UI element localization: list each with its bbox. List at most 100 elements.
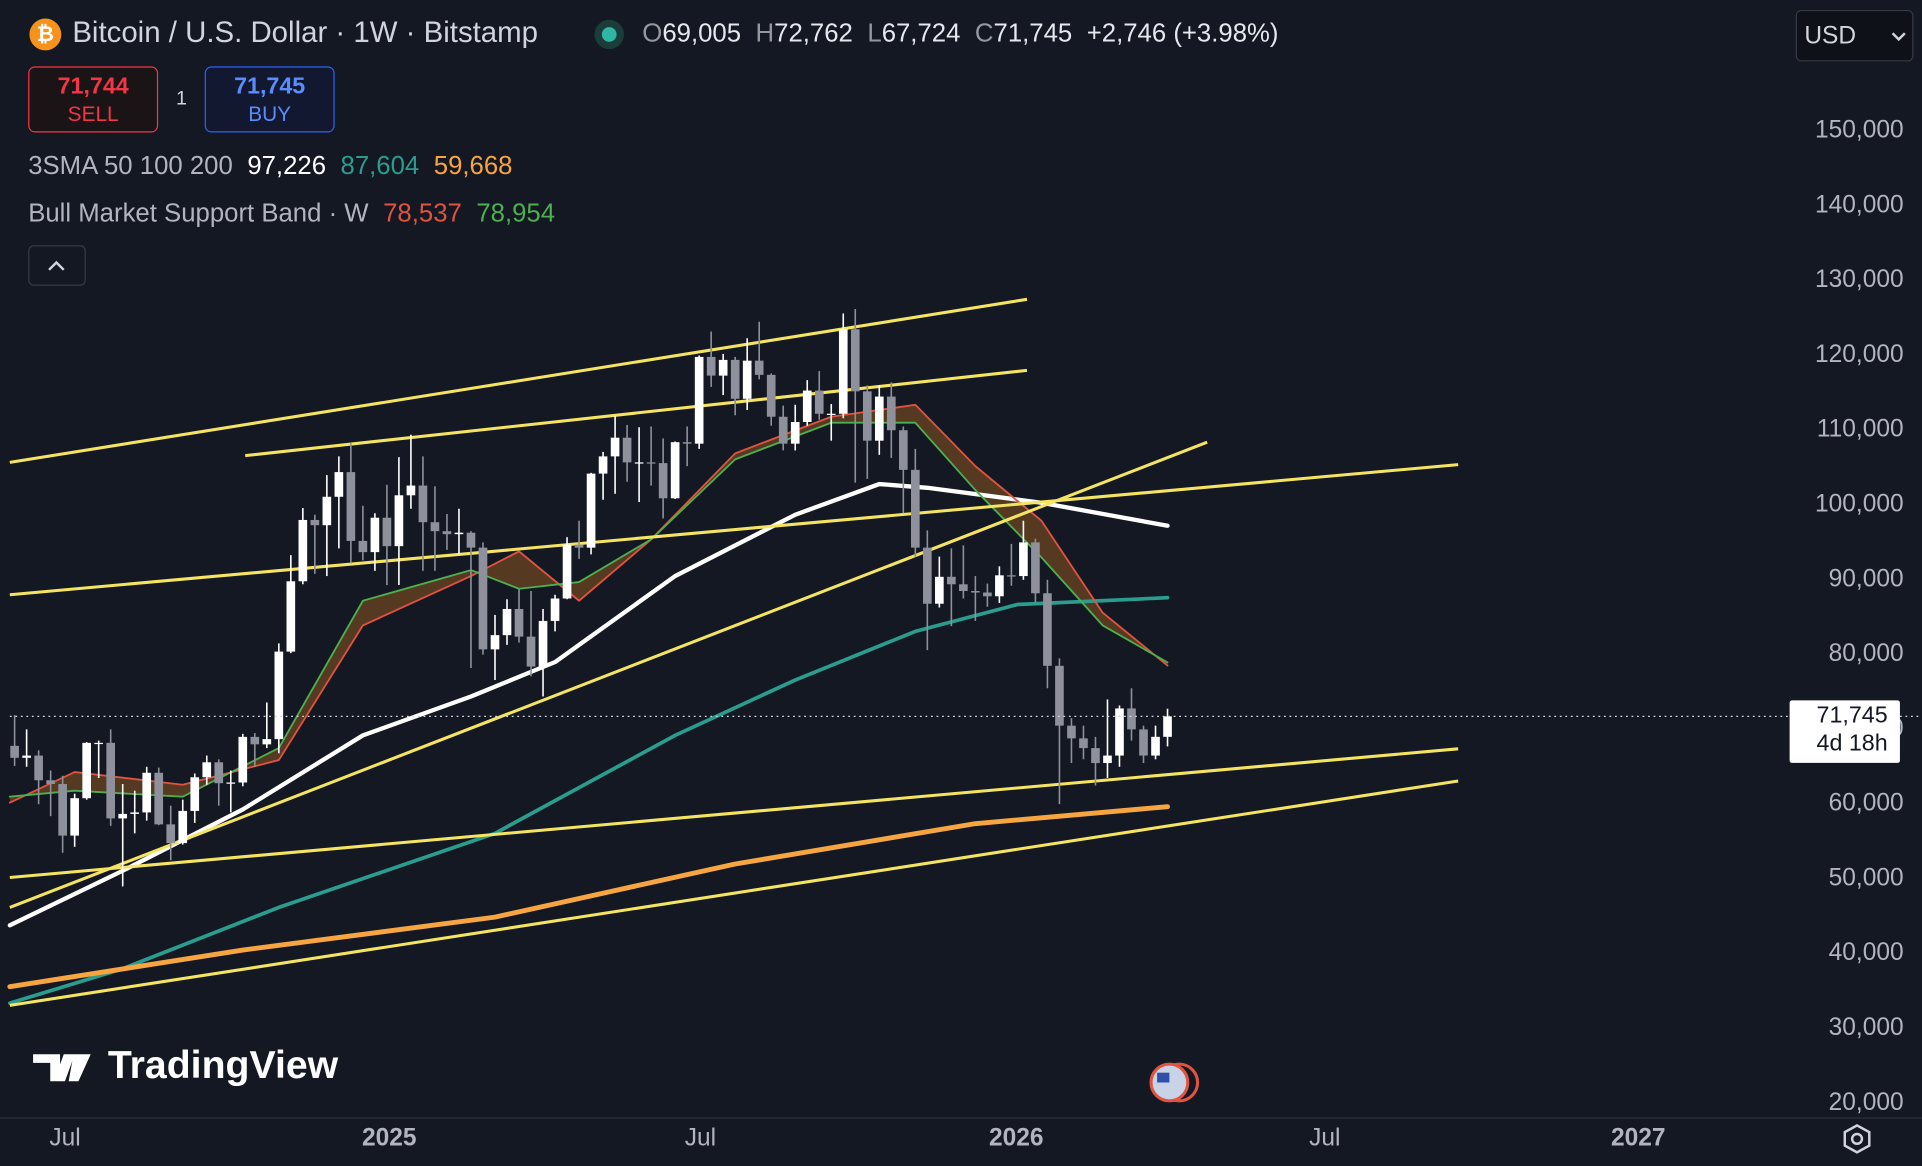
candle-body <box>94 742 104 745</box>
y-tick-label: 120,000 <box>1815 341 1904 368</box>
candle-body <box>983 592 992 597</box>
candle-body <box>526 636 536 667</box>
ohlc-values: O69,005 H72,762 L67,724 C71,745 +2,746 (… <box>642 19 1278 47</box>
candle-body <box>370 517 380 553</box>
candle-body <box>178 810 188 844</box>
candle-body <box>838 329 848 414</box>
candle-body <box>778 416 788 444</box>
indicator-value: 78,954 <box>476 199 555 227</box>
candle-body <box>1031 542 1040 594</box>
candle-body <box>790 421 800 444</box>
moving-average-line <box>7 481 1170 928</box>
y-tick-label: 110,000 <box>1817 416 1904 443</box>
candle-body <box>106 742 116 819</box>
candle-body <box>1019 542 1028 577</box>
coin-icon <box>29 18 62 51</box>
candle-body <box>334 472 344 497</box>
candle-body <box>814 390 824 414</box>
candle-body <box>1115 708 1124 756</box>
candle-body <box>911 469 920 548</box>
candle-body <box>1151 736 1160 756</box>
candle-body <box>250 736 260 745</box>
currency-select[interactable] <box>1795 9 1914 62</box>
buy-button[interactable] <box>204 66 335 133</box>
sell-button[interactable] <box>28 66 159 133</box>
candle-body <box>658 463 668 499</box>
bar-countdown: 4d 18h <box>1817 730 1888 756</box>
x-tick-label: Jul <box>685 1124 716 1151</box>
candle-body <box>1079 738 1088 749</box>
collapse-button[interactable] <box>28 245 86 286</box>
x-tick-label: 2026 <box>989 1124 1044 1151</box>
logo-mark <box>33 1054 91 1082</box>
candle-body <box>898 430 908 470</box>
quantity[interactable]: 1 <box>176 88 187 110</box>
candle-body <box>418 485 428 523</box>
candle-body <box>1043 593 1052 666</box>
candle-body <box>430 522 440 532</box>
y-tick-label: 80,000 <box>1829 640 1904 667</box>
trendline <box>9 440 1208 909</box>
candle-body <box>1103 755 1112 764</box>
flag-canton <box>1157 1072 1170 1083</box>
x-tick-label: 2025 <box>362 1124 417 1151</box>
candle-body <box>130 812 140 814</box>
candle-body <box>646 462 656 464</box>
market-status-dot <box>601 27 617 42</box>
moving-average-line <box>7 595 1170 1005</box>
ohlc-key: H <box>756 19 775 47</box>
trendline <box>9 779 1459 1007</box>
candle-body <box>971 591 980 593</box>
candle-body <box>718 359 728 376</box>
y-tick-label: 100,000 <box>1815 490 1904 517</box>
candle-body <box>358 540 368 553</box>
dropdown-chevron <box>1891 32 1906 42</box>
candle-body <box>298 519 308 582</box>
sell-label: SELL <box>68 103 119 126</box>
symbol-title[interactable]: Bitcoin / U.S. Dollar · 1W · Bitstamp <box>72 16 538 49</box>
candle-body <box>82 742 91 799</box>
indicator-legend[interactable]: 3SMA 50 100 200 97,226 87,604 59,668 <box>28 152 512 180</box>
indicator-value: 59,668 <box>434 152 513 180</box>
settings-button[interactable] <box>1843 1124 1871 1154</box>
y-tick-label: 60,000 <box>1829 790 1904 817</box>
y-tick-label: 20,000 <box>1829 1089 1904 1116</box>
candle-body <box>802 390 812 422</box>
candle-body <box>1067 725 1076 739</box>
candle-body <box>70 798 79 836</box>
candle-body <box>394 495 404 547</box>
indicator-name: 3SMA 50 100 200 <box>28 152 233 180</box>
candle-body <box>154 772 164 825</box>
candle-body <box>214 762 224 784</box>
y-tick-label: 130,000 <box>1815 266 1904 293</box>
buy-price: 71,745 <box>234 72 305 98</box>
coin-icon-glyph: ₿ <box>37 23 54 46</box>
candle-body <box>886 396 896 431</box>
candle-body <box>238 736 248 783</box>
candle-body <box>730 359 740 399</box>
candle-body <box>850 329 860 392</box>
indicator-value: 78,537 <box>383 199 462 227</box>
ohlc-value: 72,762 <box>774 19 853 47</box>
x-tick-label: 2027 <box>1611 1124 1666 1151</box>
candle-body <box>538 620 548 667</box>
candle-body <box>754 360 764 375</box>
candle-body <box>490 635 500 650</box>
ohlc-key: C <box>975 19 994 47</box>
candle-body <box>454 532 464 535</box>
candle-body <box>610 437 620 457</box>
x-tick-label: Jul <box>49 1124 80 1151</box>
candle-body <box>226 782 236 784</box>
settings-center <box>1850 1132 1864 1146</box>
ohlc-value: 67,724 <box>882 19 961 47</box>
indicator-legend[interactable]: Bull Market Support Band · W 78,537 78,9… <box>28 199 555 227</box>
y-tick-label: 50,000 <box>1829 864 1904 891</box>
candle-body <box>262 739 272 745</box>
candle-body <box>1091 748 1100 764</box>
trendline <box>9 463 1459 597</box>
candle-body <box>322 496 332 526</box>
candle-body <box>466 532 476 548</box>
trendline <box>9 747 1459 880</box>
moving-average-line <box>7 804 1170 990</box>
